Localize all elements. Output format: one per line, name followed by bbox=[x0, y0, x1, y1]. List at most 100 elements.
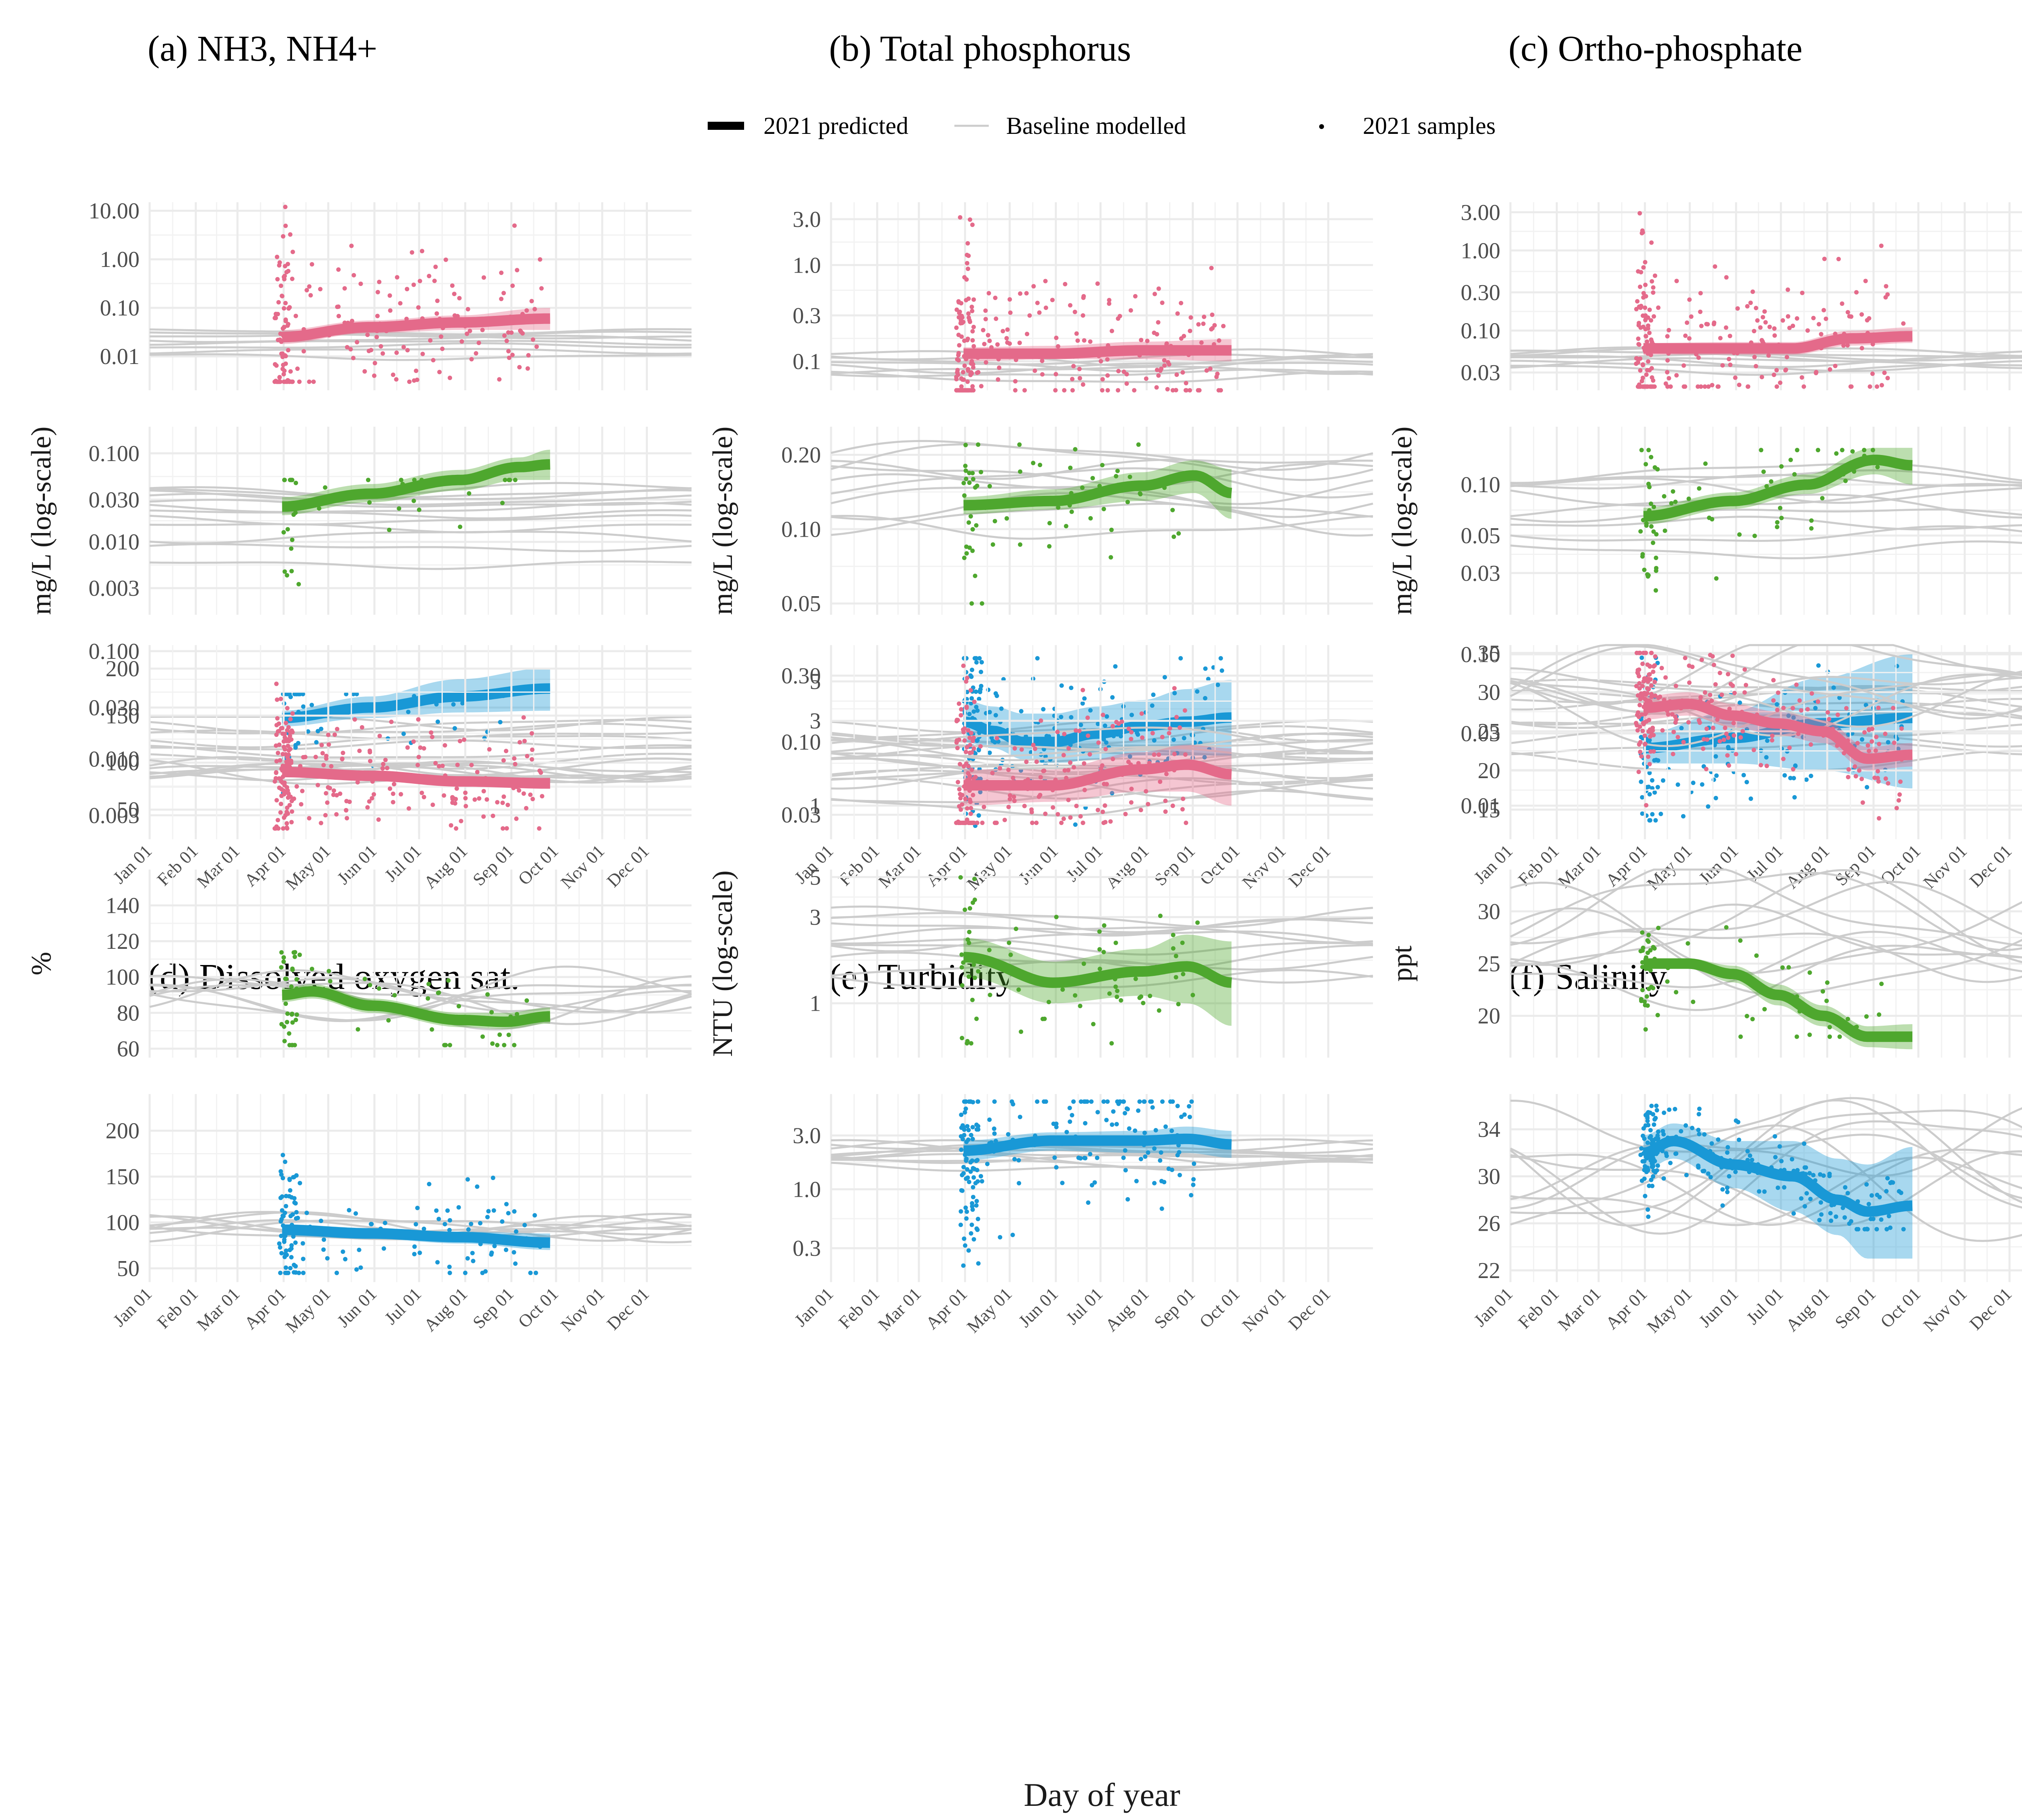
sample-point bbox=[534, 344, 539, 349]
sample-point bbox=[1891, 706, 1895, 711]
sample-point bbox=[377, 734, 382, 739]
sample-point bbox=[1651, 290, 1656, 295]
sample-point bbox=[1127, 1126, 1132, 1131]
sample-point bbox=[286, 348, 291, 353]
sample-point bbox=[1071, 364, 1076, 368]
sample-point bbox=[964, 1209, 969, 1214]
sample-point bbox=[1082, 761, 1087, 766]
sample-point bbox=[1698, 309, 1703, 314]
baseline-line bbox=[1510, 644, 2022, 706]
sample-point bbox=[1025, 332, 1030, 336]
baseline-line bbox=[149, 1211, 692, 1242]
sample-point bbox=[1177, 1172, 1182, 1177]
sample-point bbox=[1778, 506, 1783, 510]
sample-point bbox=[1647, 792, 1652, 797]
sample-point bbox=[1655, 467, 1660, 472]
sample-point bbox=[1098, 967, 1102, 971]
sample-point bbox=[976, 969, 981, 974]
sample-point bbox=[1068, 466, 1073, 470]
sample-point bbox=[1837, 1034, 1842, 1039]
facet-f-1: 1520253035Area 1 bbox=[1478, 641, 2022, 833]
sample-point bbox=[1883, 776, 1888, 781]
x-tick-label: Dec 01 bbox=[603, 841, 653, 891]
sample-point bbox=[1027, 313, 1032, 318]
y-tick-label: 140 bbox=[106, 893, 140, 918]
sample-point bbox=[1110, 328, 1114, 333]
sample-point bbox=[1022, 388, 1027, 393]
sample-point bbox=[284, 379, 289, 384]
sample-point bbox=[1081, 294, 1086, 298]
sample-point bbox=[970, 471, 975, 476]
samples bbox=[958, 1099, 1196, 1268]
sample-point bbox=[481, 275, 486, 280]
y-tick-label: 150 bbox=[106, 703, 140, 728]
sample-point bbox=[1663, 675, 1668, 680]
sample-point bbox=[1158, 779, 1163, 784]
sample-point bbox=[1643, 316, 1648, 321]
sample-point bbox=[1816, 699, 1821, 704]
samples bbox=[1634, 211, 1906, 389]
y-axis-title-f: ppt bbox=[1387, 945, 1418, 982]
sample-point bbox=[1647, 762, 1652, 766]
sample-point bbox=[1674, 990, 1679, 995]
sample-point bbox=[319, 726, 324, 731]
sample-point bbox=[489, 1250, 494, 1255]
sample-point bbox=[463, 796, 468, 801]
sample-point bbox=[1703, 690, 1707, 695]
sample-point bbox=[1647, 307, 1652, 312]
sample-point bbox=[1189, 1099, 1194, 1104]
sample-point bbox=[1761, 469, 1766, 474]
sample-point bbox=[1150, 1105, 1155, 1110]
sample-point bbox=[1191, 993, 1195, 997]
sample-point bbox=[281, 234, 286, 239]
sample-point bbox=[1204, 368, 1209, 373]
sample-point bbox=[971, 793, 975, 798]
sample-point bbox=[968, 217, 973, 222]
sample-point bbox=[1638, 949, 1643, 954]
sample-point bbox=[1639, 379, 1644, 383]
sample-point bbox=[283, 721, 288, 725]
sample-point bbox=[357, 749, 362, 753]
sample-point bbox=[355, 340, 360, 345]
sample-point bbox=[274, 759, 279, 764]
sample-point bbox=[1645, 339, 1650, 344]
sample-point bbox=[1077, 728, 1082, 733]
sample-point bbox=[303, 755, 308, 760]
legend-label-predicted: 2021 predicted bbox=[764, 112, 908, 139]
sample-point bbox=[383, 758, 388, 762]
sample-point bbox=[959, 1134, 963, 1139]
sample-point bbox=[1871, 1217, 1876, 1221]
samples bbox=[958, 875, 1200, 1046]
sample-point bbox=[1660, 1129, 1665, 1134]
sample-point bbox=[1031, 743, 1036, 747]
baseline-line bbox=[1510, 944, 2022, 1011]
sample-point bbox=[1152, 738, 1157, 743]
sample-point bbox=[975, 370, 979, 375]
x-tick-label: Oct 01 bbox=[514, 1284, 562, 1331]
sample-point bbox=[537, 826, 541, 831]
sample-point bbox=[1174, 954, 1178, 959]
sample-point bbox=[1725, 1150, 1730, 1155]
sample-point bbox=[1210, 326, 1215, 331]
x-tick-label: Dec 01 bbox=[1284, 1284, 1335, 1334]
panel-title-a: (a) NH3, NH4+ bbox=[148, 29, 377, 69]
sample-point bbox=[1047, 1000, 1051, 1004]
sample-point bbox=[1715, 717, 1720, 722]
prediction-line bbox=[961, 1133, 1234, 1156]
sample-point bbox=[1642, 999, 1647, 1004]
sample-point bbox=[281, 826, 286, 831]
sample-point bbox=[1088, 708, 1093, 713]
sample-point bbox=[1210, 312, 1214, 317]
sample-point bbox=[1696, 718, 1701, 723]
sample-point bbox=[324, 753, 329, 758]
sample-point bbox=[491, 1175, 495, 1180]
sample-point bbox=[973, 775, 978, 779]
sample-point bbox=[1082, 787, 1087, 792]
sample-point bbox=[1182, 708, 1187, 713]
sample-point bbox=[1221, 324, 1226, 328]
sample-point bbox=[1733, 375, 1738, 380]
x-tick-label: Sep 01 bbox=[469, 841, 517, 889]
sample-point bbox=[522, 739, 527, 743]
sample-point bbox=[1795, 1168, 1800, 1172]
sample-point bbox=[967, 318, 972, 323]
